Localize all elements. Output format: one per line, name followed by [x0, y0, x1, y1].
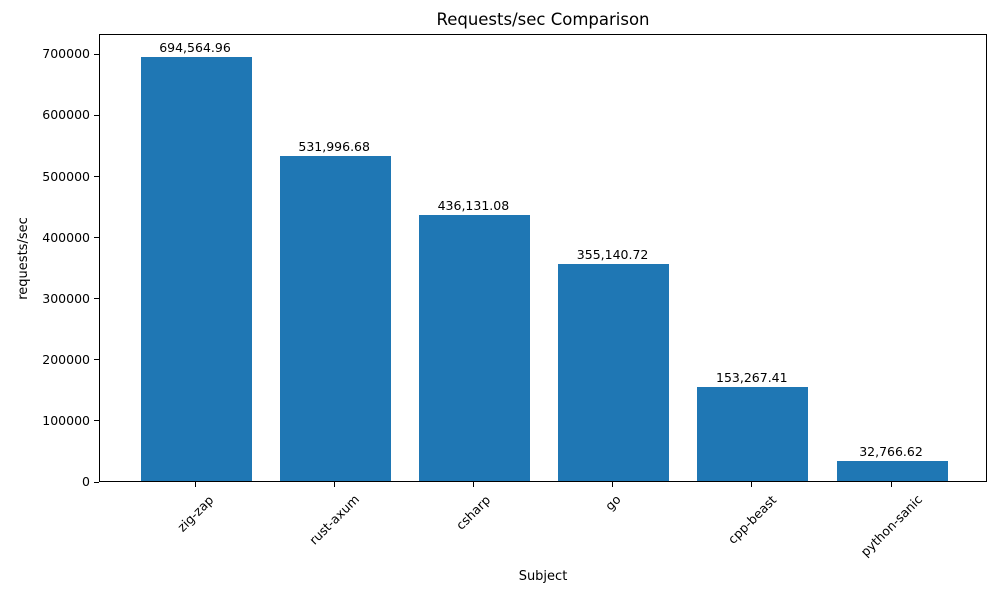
plot-area — [99, 34, 987, 482]
x-tick-mark — [472, 482, 474, 487]
x-tick-label: csharp — [453, 491, 494, 533]
bar-value-label: 531,996.68 — [298, 138, 370, 154]
y-tick-mark — [94, 237, 99, 239]
y-tick-mark — [94, 53, 99, 55]
y-tick-label: 100000 — [42, 412, 90, 428]
y-tick-label: 300000 — [42, 290, 90, 306]
x-tick-label: cpp-beast — [724, 491, 780, 547]
x-tick-mark — [890, 482, 892, 487]
y-tick-label: 700000 — [42, 46, 90, 62]
bar — [418, 214, 530, 481]
y-tick-mark — [94, 481, 99, 483]
x-axis-label: Subject — [518, 569, 568, 584]
y-tick-label: 600000 — [42, 107, 90, 123]
bar — [697, 387, 809, 481]
y-tick-mark — [94, 114, 99, 116]
x-tick-label: rust-axum — [306, 491, 363, 548]
bar — [558, 264, 670, 481]
x-tick-label: python-sanic — [857, 491, 925, 560]
bar — [140, 56, 252, 481]
y-tick-mark — [94, 176, 99, 178]
bar-value-label: 32,766.62 — [859, 443, 923, 459]
x-tick-mark — [194, 482, 196, 487]
chart-title: Requests/sec Comparison — [436, 10, 650, 29]
bar — [836, 460, 948, 481]
x-tick-mark — [333, 482, 335, 487]
x-tick-mark — [751, 482, 753, 487]
bar-value-label: 153,267.41 — [716, 370, 788, 386]
y-tick-mark — [94, 298, 99, 300]
bar-value-label: 355,140.72 — [576, 247, 649, 263]
bar — [279, 155, 391, 481]
bar-value-label: 436,131.08 — [437, 197, 510, 213]
x-tick-label: zig-zap — [173, 491, 217, 535]
y-tick-label: 400000 — [42, 229, 90, 245]
y-tick-label: 500000 — [42, 168, 90, 184]
x-tick-label: go — [601, 491, 624, 514]
y-tick-mark — [94, 420, 99, 422]
bar-value-label: 694,564.96 — [159, 39, 231, 55]
y-tick-label: 0 — [82, 474, 90, 489]
x-tick-mark — [612, 482, 614, 487]
y-tick-mark — [94, 359, 99, 361]
y-tick-label: 200000 — [42, 351, 90, 367]
